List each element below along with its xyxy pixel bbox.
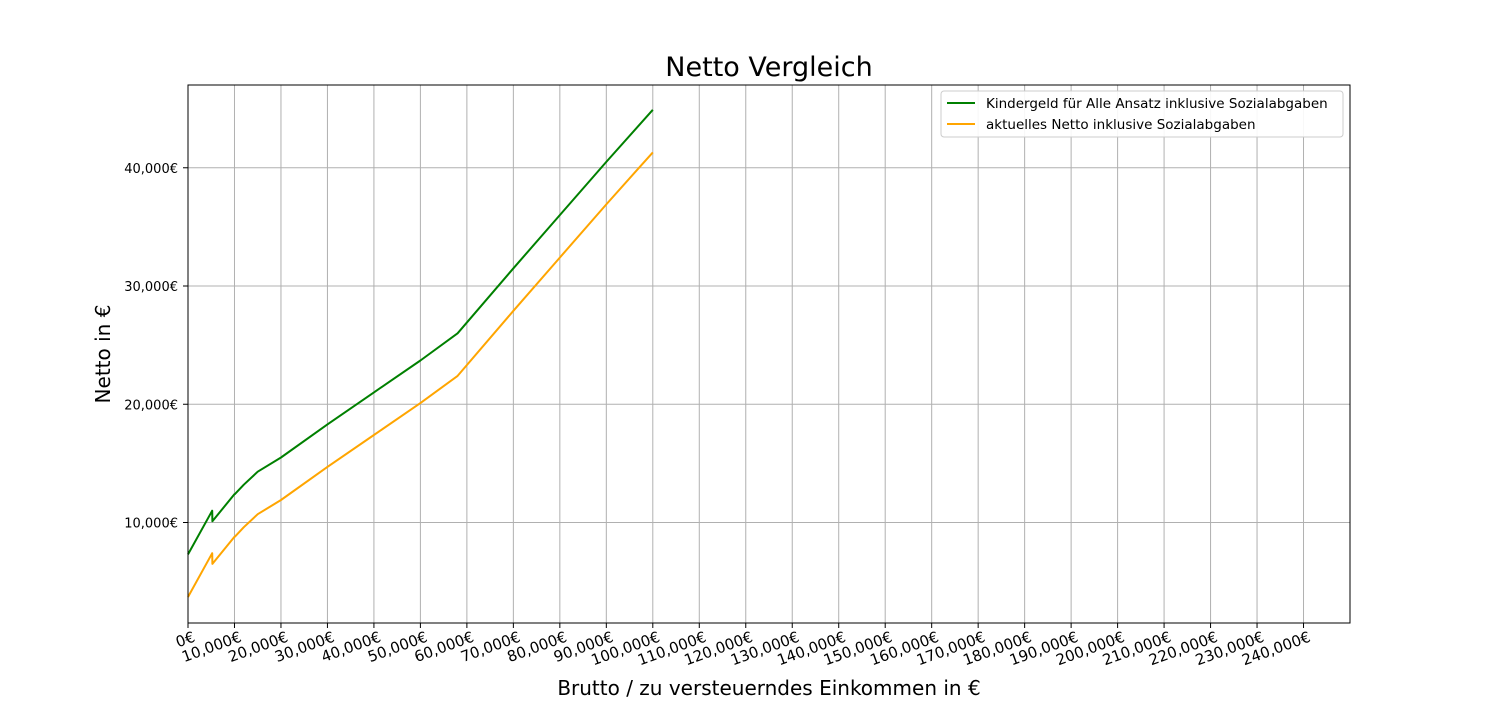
plot-frame	[187, 84, 1351, 624]
y-tick-label: 30,000€	[124, 280, 178, 295]
legend-box	[940, 90, 1344, 138]
y-tick-label: 40,000€	[124, 162, 178, 177]
chart-title: Netto Vergleich	[665, 52, 872, 83]
legend-label-2: aktuelles Netto inklusive Sozialabgaben	[986, 117, 1256, 133]
x-tick-label: 0€	[173, 628, 197, 651]
y-tick-label: 20,000€	[124, 398, 178, 413]
y-tick-label: 10,000€	[124, 516, 178, 531]
series-line-1	[187, 109, 654, 555]
legend-label-1: Kindergeld für Alle Ansatz inklusive Soz…	[986, 96, 1328, 112]
y-axis-label: Netto in €	[91, 305, 115, 404]
series-line-2	[187, 151, 654, 598]
x-axis-label: Brutto / zu versteuerndes Einkommen in €	[557, 676, 980, 700]
